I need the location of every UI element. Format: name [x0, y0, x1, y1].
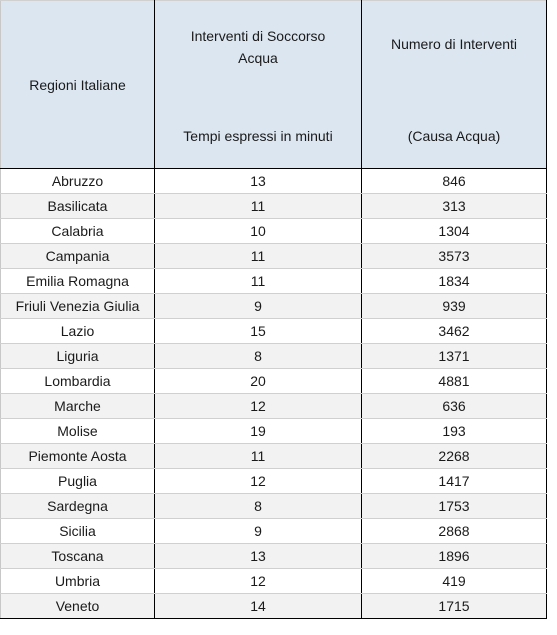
cell-response-time: 11: [154, 443, 362, 469]
cell-intervention-count: 1834: [361, 268, 547, 294]
cell-intervention-count: 4881: [361, 368, 547, 394]
cell-intervention-count: 636: [361, 393, 547, 419]
cell-region: Sardegna: [0, 493, 155, 519]
table-row: Sicilia 9 2868: [0, 518, 547, 544]
header-response-time-line1: Interventi di Soccorso: [190, 27, 326, 44]
table-row: Lombardia 20 4881: [0, 368, 547, 394]
table-row: Basilicata 11 313: [0, 193, 547, 219]
cell-intervention-count: 1371: [361, 343, 547, 369]
header-row: Regioni Italiane Interventi di Soccorso …: [0, 0, 547, 169]
header-response-time: Interventi di Soccorso Acqua Tempi espre…: [154, 0, 362, 169]
cell-response-time: 20: [154, 368, 362, 394]
header-intervention-count-line2: (Causa Acqua): [407, 127, 501, 144]
cell-region: Abruzzo: [0, 168, 155, 194]
cell-response-time: 13: [154, 543, 362, 569]
cell-region: Molise: [0, 418, 155, 444]
table-row: Piemonte Aosta 11 2268: [0, 443, 547, 469]
table-row: Puglia 12 1417: [0, 468, 547, 494]
cell-intervention-count: 3462: [361, 318, 547, 344]
cell-region: Toscana: [0, 543, 155, 569]
table-row: Calabria 10 1304: [0, 218, 547, 244]
cell-intervention-count: 419: [361, 568, 547, 594]
cell-region: Basilicata: [0, 193, 155, 219]
cell-intervention-count: 846: [361, 168, 547, 194]
header-response-time-line2: Acqua: [238, 49, 278, 66]
cell-region: Sicilia: [0, 518, 155, 544]
cell-region: Umbria: [0, 568, 155, 594]
cell-intervention-count: 1896: [361, 543, 547, 569]
cell-response-time: 15: [154, 318, 362, 344]
cell-region: Marche: [0, 393, 155, 419]
data-table: Regioni Italiane Interventi di Soccorso …: [0, 0, 547, 619]
cell-response-time: 19: [154, 418, 362, 444]
cell-intervention-count: 2868: [361, 518, 547, 544]
cell-response-time: 9: [154, 293, 362, 319]
table-body: Abruzzo 13 846 Basilicata 11 313 Calabria 10 130…: [0, 168, 547, 619]
table-row: Emilia Romagna 11 1834: [0, 268, 547, 294]
cell-response-time: 11: [154, 268, 362, 294]
cell-region: Campania: [0, 243, 155, 269]
cell-response-time: 12: [154, 393, 362, 419]
cell-region: Lazio: [0, 318, 155, 344]
cell-response-time: 12: [154, 468, 362, 494]
cell-region: Veneto: [0, 593, 155, 619]
cell-intervention-count: 1753: [361, 493, 547, 519]
table-row: Abruzzo 13 846: [0, 168, 547, 194]
cell-response-time: 8: [154, 343, 362, 369]
cell-response-time: 11: [154, 243, 362, 269]
table-row: Lazio 15 3462: [0, 318, 547, 344]
header-intervention-count: Numero di Interventi (Causa Acqua): [361, 0, 547, 169]
table-row: Marche 12 636: [0, 393, 547, 419]
cell-region: Piemonte Aosta: [0, 443, 155, 469]
cell-intervention-count: 939: [361, 293, 547, 319]
cell-response-time: 11: [154, 193, 362, 219]
cell-intervention-count: 313: [361, 193, 547, 219]
cell-region: Puglia: [0, 468, 155, 494]
header-region: Regioni Italiane: [0, 0, 155, 169]
cell-response-time: 9: [154, 518, 362, 544]
table-row: Molise 19 193: [0, 418, 547, 444]
header-response-time-line3: Tempi espressi in minuti: [183, 127, 333, 144]
header-region-label: Regioni Italiane: [29, 76, 126, 93]
table-row: Toscana 13 1896: [0, 543, 547, 569]
cell-response-time: 13: [154, 168, 362, 194]
cell-response-time: 14: [154, 593, 362, 619]
cell-region: Friuli Venezia Giulia: [0, 293, 155, 319]
table-row: Campania 11 3573: [0, 243, 547, 269]
cell-intervention-count: 1417: [361, 468, 547, 494]
cell-response-time: 12: [154, 568, 362, 594]
cell-region: Liguria: [0, 343, 155, 369]
cell-response-time: 8: [154, 493, 362, 519]
header-intervention-count-line1: Numero di Interventi: [390, 35, 518, 52]
cell-intervention-count: 1304: [361, 218, 547, 244]
cell-intervention-count: 3573: [361, 243, 547, 269]
cell-intervention-count: 1715: [361, 593, 547, 619]
table-row: Liguria 8 1371: [0, 343, 547, 369]
table-row: Sardegna 8 1753: [0, 493, 547, 519]
cell-response-time: 10: [154, 218, 362, 244]
cell-region: Lombardia: [0, 368, 155, 394]
table-row: Umbria 12 419: [0, 568, 547, 594]
cell-region: Calabria: [0, 218, 155, 244]
cell-intervention-count: 193: [361, 418, 547, 444]
table-row: Friuli Venezia Giulia 9 939: [0, 293, 547, 319]
cell-region: Emilia Romagna: [0, 268, 155, 294]
cell-intervention-count: 2268: [361, 443, 547, 469]
table-row: Veneto 14 1715: [0, 593, 547, 619]
table-header: Regioni Italiane Interventi di Soccorso …: [0, 0, 547, 169]
